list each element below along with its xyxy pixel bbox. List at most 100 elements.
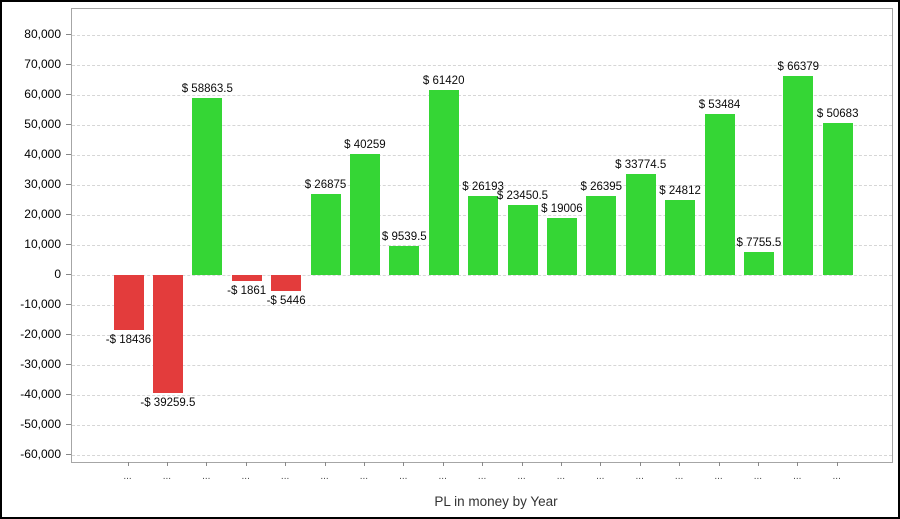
bar-negative — [271, 275, 302, 292]
bar-positive — [507, 204, 538, 275]
y-axis-tick-mark — [66, 63, 71, 65]
x-axis-tick-mark — [797, 462, 799, 466]
x-axis-tick-mark — [166, 462, 168, 466]
x-axis-category-label: ... — [832, 471, 841, 482]
x-axis-tick-mark — [600, 462, 602, 466]
bar-value-label: $ 61420 — [422, 75, 465, 88]
gridline — [72, 335, 892, 337]
y-axis-tick-mark — [66, 304, 71, 306]
bar-positive — [428, 90, 459, 275]
bar-value-label: $ 26395 — [580, 180, 623, 193]
bar-value-label: $ 7755.5 — [736, 236, 782, 249]
y-axis-tick-label: -40,000 — [20, 387, 61, 402]
x-axis-category-label: ... — [162, 471, 172, 482]
x-axis-tick-mark — [560, 462, 562, 466]
bar-positive — [468, 196, 499, 275]
bar-negative — [231, 275, 262, 281]
gridline — [72, 395, 892, 397]
x-axis-category-label: ... — [556, 471, 566, 482]
bar-positive — [625, 173, 656, 275]
bar-value-label: $ 26875 — [304, 179, 347, 192]
gridline — [72, 184, 892, 186]
x-axis-category-label: ... — [517, 471, 526, 482]
y-axis-tick-mark — [66, 153, 71, 155]
x-axis-category-label: ... — [714, 471, 723, 482]
x-axis-tick-mark — [679, 462, 681, 466]
gridline — [72, 94, 892, 96]
bar-value-label: $ 24812 — [659, 185, 701, 198]
x-axis-category-label: ... — [280, 471, 290, 482]
y-axis-tick-mark — [66, 454, 71, 456]
y-axis-tick-label: 70,000 — [24, 56, 61, 71]
gridline — [72, 124, 892, 126]
x-axis-category-label: ... — [793, 471, 802, 482]
x-axis-category-label: ... — [202, 471, 211, 482]
gridline — [72, 34, 892, 36]
y-axis-tick-mark — [66, 93, 71, 95]
y-axis-tick-label: 20,000 — [24, 206, 61, 221]
x-axis-category-label: ... — [674, 471, 684, 482]
y-axis-tick-label: -60,000 — [20, 447, 61, 462]
gridline — [72, 154, 892, 156]
x-axis-category-label: ... — [399, 471, 408, 482]
bar-value-label: $ 53484 — [698, 99, 741, 112]
bar-positive — [310, 194, 341, 275]
bar-value-label: $ 19006 — [541, 202, 583, 215]
y-axis-tick-mark — [66, 364, 71, 366]
bar-value-label: $ 9539.5 — [381, 231, 427, 244]
x-axis-title: PL in money by Year — [434, 494, 558, 509]
x-axis-category-label: ... — [753, 471, 763, 482]
gridline — [72, 455, 892, 457]
bar-positive — [349, 154, 380, 275]
bar-negative — [152, 275, 183, 393]
y-axis-tick-label: -20,000 — [20, 327, 61, 342]
x-axis-category-label: ... — [320, 471, 329, 482]
bar-positive — [822, 122, 853, 275]
y-axis-tick-label: 60,000 — [24, 86, 61, 101]
bar-value-label: -$ 5446 — [266, 295, 306, 308]
bar-value-label: -$ 1861 — [227, 284, 267, 297]
x-axis-category-label: ... — [359, 471, 369, 482]
y-axis-tick-mark — [66, 334, 71, 336]
x-axis-tick-mark — [324, 462, 326, 466]
y-axis-tick-label: -50,000 — [20, 417, 61, 432]
bar-value-label: $ 26193 — [462, 181, 504, 194]
y-axis-tick-mark — [66, 123, 71, 125]
y-axis-tick-label: -30,000 — [20, 357, 61, 372]
x-axis-tick-mark — [836, 462, 838, 466]
bar-negative — [113, 275, 144, 331]
x-axis-tick-mark — [285, 462, 287, 466]
x-axis-tick-mark — [718, 462, 720, 466]
x-axis-category-label: ... — [241, 471, 250, 482]
y-axis-tick-label: 80,000 — [24, 26, 61, 41]
x-axis-category-label: ... — [477, 471, 487, 482]
y-axis-tick-label: 10,000 — [24, 236, 61, 251]
y-axis-tick-mark — [66, 213, 71, 215]
x-axis-category-label: ... — [635, 471, 644, 482]
x-axis-tick-mark — [521, 462, 523, 466]
x-axis-category-label: ... — [596, 471, 605, 482]
gridline — [72, 64, 892, 66]
x-axis-tick-mark — [403, 462, 405, 466]
x-axis-tick-mark — [442, 462, 444, 466]
x-axis-tick-mark — [363, 462, 365, 466]
x-axis-tick-mark — [482, 462, 484, 466]
x-axis-tick-mark — [127, 462, 129, 466]
y-axis-tick-mark — [66, 394, 71, 396]
x-axis-tick-mark — [245, 462, 247, 466]
y-axis-tick-mark — [66, 274, 71, 275]
bar-value-label: $ 23450.5 — [496, 189, 549, 202]
y-axis-tick-mark — [66, 243, 71, 245]
y-axis-tick-mark — [66, 424, 71, 426]
bar-value-label: $ 58863.5 — [181, 83, 233, 96]
gridline — [72, 425, 892, 427]
bar-positive — [586, 195, 617, 275]
x-axis-category-label: ... — [123, 471, 132, 482]
bar-value-label: -$ 18436 — [105, 334, 152, 347]
x-axis-category-label: ... — [438, 471, 447, 482]
bar-value-label: $ 50683 — [816, 107, 859, 120]
bar-value-label: -$ 39259.5 — [140, 396, 196, 409]
bar-value-label: $ 40259 — [344, 139, 386, 152]
bar-value-label: $ 66379 — [777, 60, 820, 73]
